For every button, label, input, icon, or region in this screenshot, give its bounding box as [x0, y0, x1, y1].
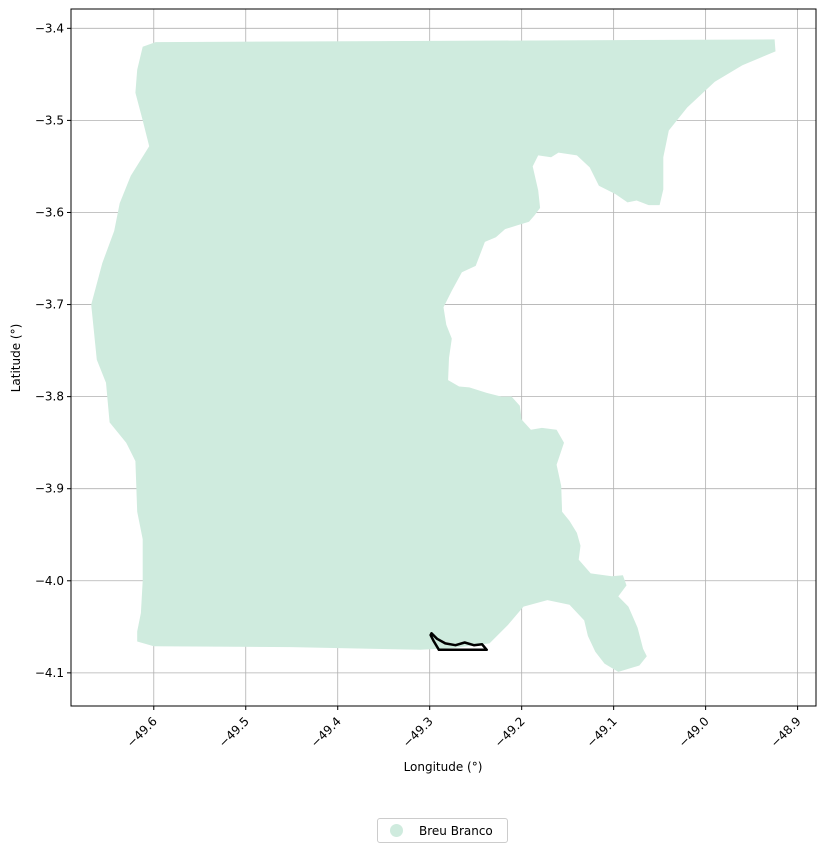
y-tick-label-4: −3.8 [35, 390, 64, 404]
legend-marker-icon [390, 824, 403, 837]
y-tick-label-7: −4.1 [35, 666, 64, 680]
y-tick-label-0: −3.4 [35, 21, 64, 35]
plot-frame [70, 8, 817, 707]
y-tick-label-6: −4.0 [35, 574, 64, 588]
x-tick-label-1: −49.5 [216, 714, 252, 750]
x-tick-label-7: −48.9 [768, 714, 804, 750]
map-shapes [91, 39, 776, 672]
x-axis-label: Longitude (°) [404, 760, 483, 774]
legend-label: Breu Branco [419, 823, 493, 838]
y-axis-ticks: −3.4 −3.5 −3.6 −3.7 −3.8 −3.9 −4.0 −4.1 [35, 21, 71, 680]
highlight-outline [429, 632, 488, 652]
y-tick-label-3: −3.7 [35, 298, 64, 312]
y-tick-label-2: −3.6 [35, 205, 64, 219]
x-axis-ticks: −49.6 −49.5 −49.4 −49.3 −49.2 −49.1 −49.0 −48.9 [124, 706, 804, 750]
y-axis-label: Latitude (°) [9, 324, 23, 393]
x-tick-label-0: −49.6 [124, 714, 160, 750]
region-breu-branco [91, 39, 776, 672]
y-tick-label-1: −3.5 [35, 113, 64, 127]
x-tick-label-2: −49.4 [308, 714, 344, 750]
x-tick-label-3: −49.3 [400, 714, 436, 750]
x-tick-label-5: −49.1 [584, 714, 620, 750]
legend: Breu Branco [377, 818, 508, 843]
y-tick-label-5: −3.9 [35, 482, 64, 496]
x-tick-label-4: −49.2 [492, 714, 528, 750]
x-tick-label-6: −49.0 [676, 714, 712, 750]
